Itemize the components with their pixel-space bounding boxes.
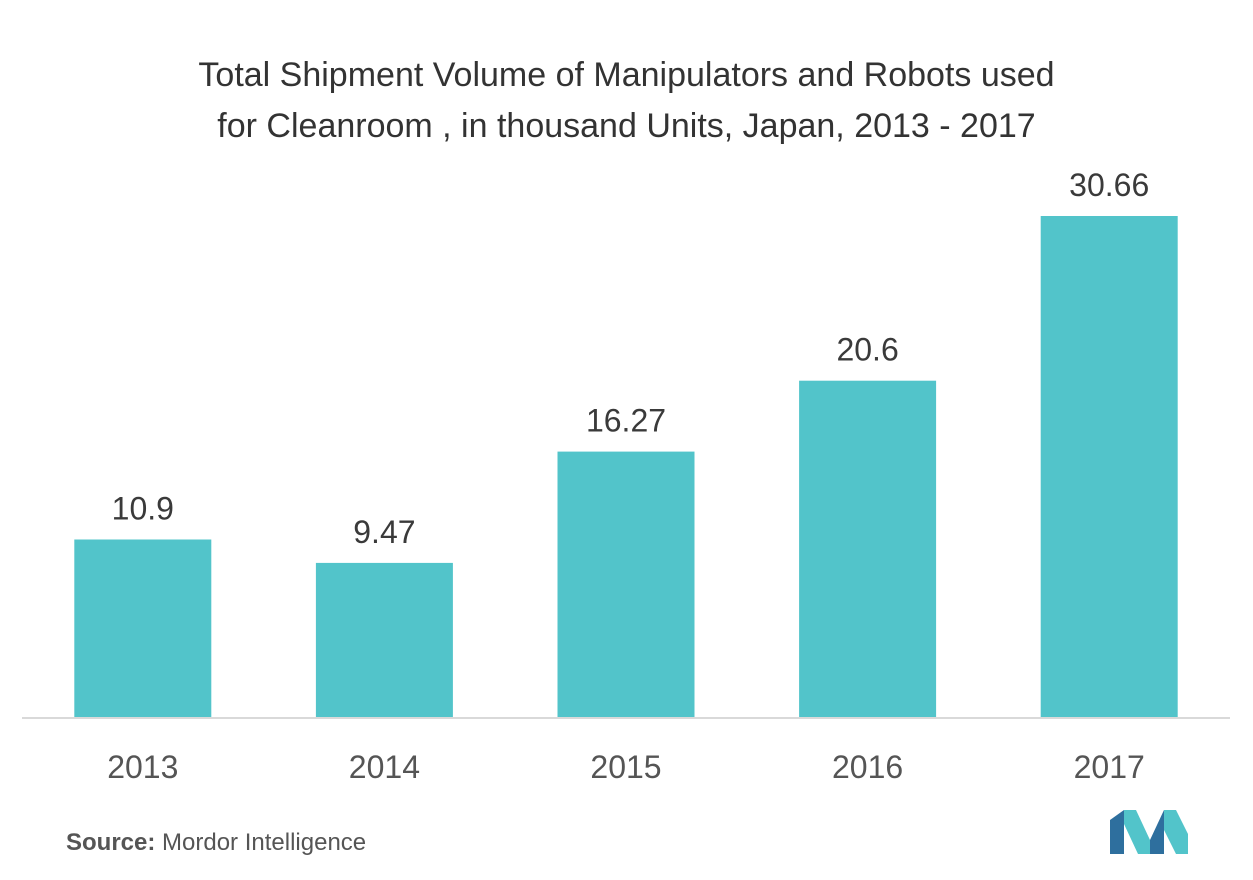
source-text: Mordor Intelligence bbox=[162, 829, 367, 856]
bar-2013 bbox=[74, 539, 212, 718]
x-tick-label-2016: 2016 bbox=[832, 749, 903, 785]
chart-title-line-2: for Cleanroom , in thousand Units, Japan… bbox=[217, 107, 1036, 145]
source-note: Source: Mordor Intelligence bbox=[66, 829, 366, 857]
bar-2014 bbox=[315, 562, 453, 718]
x-tick-label-2014: 2014 bbox=[349, 749, 420, 785]
x-tick-label-2017: 2017 bbox=[1074, 749, 1145, 785]
data-label-2015: 16.27 bbox=[586, 403, 666, 439]
chart-title: Total Shipment Volume of Manipulators an… bbox=[0, 50, 1253, 152]
data-label-2016: 20.6 bbox=[836, 332, 898, 368]
bar-2016 bbox=[799, 380, 937, 718]
data-label-2013: 10.9 bbox=[112, 491, 174, 527]
data-label-2017: 30.66 bbox=[1069, 167, 1149, 203]
bar-2015 bbox=[557, 451, 695, 718]
x-tick-label-2013: 2013 bbox=[107, 749, 178, 785]
data-label-2014: 9.47 bbox=[353, 514, 415, 550]
x-tick-label-2015: 2015 bbox=[590, 749, 661, 785]
bar-2017 bbox=[1040, 216, 1178, 718]
source-label: Source: bbox=[66, 829, 156, 856]
x-tick-labels-layer: 2013 2014 2015 2016 2017 bbox=[107, 749, 1145, 785]
mordor-intelligence-logo-icon bbox=[1110, 810, 1188, 854]
bars-layer bbox=[74, 216, 1178, 718]
data-labels-layer: 10.9 9.47 16.27 20.6 30.66 bbox=[112, 167, 1150, 550]
chart-title-line-1: Total Shipment Volume of Manipulators an… bbox=[198, 56, 1055, 94]
